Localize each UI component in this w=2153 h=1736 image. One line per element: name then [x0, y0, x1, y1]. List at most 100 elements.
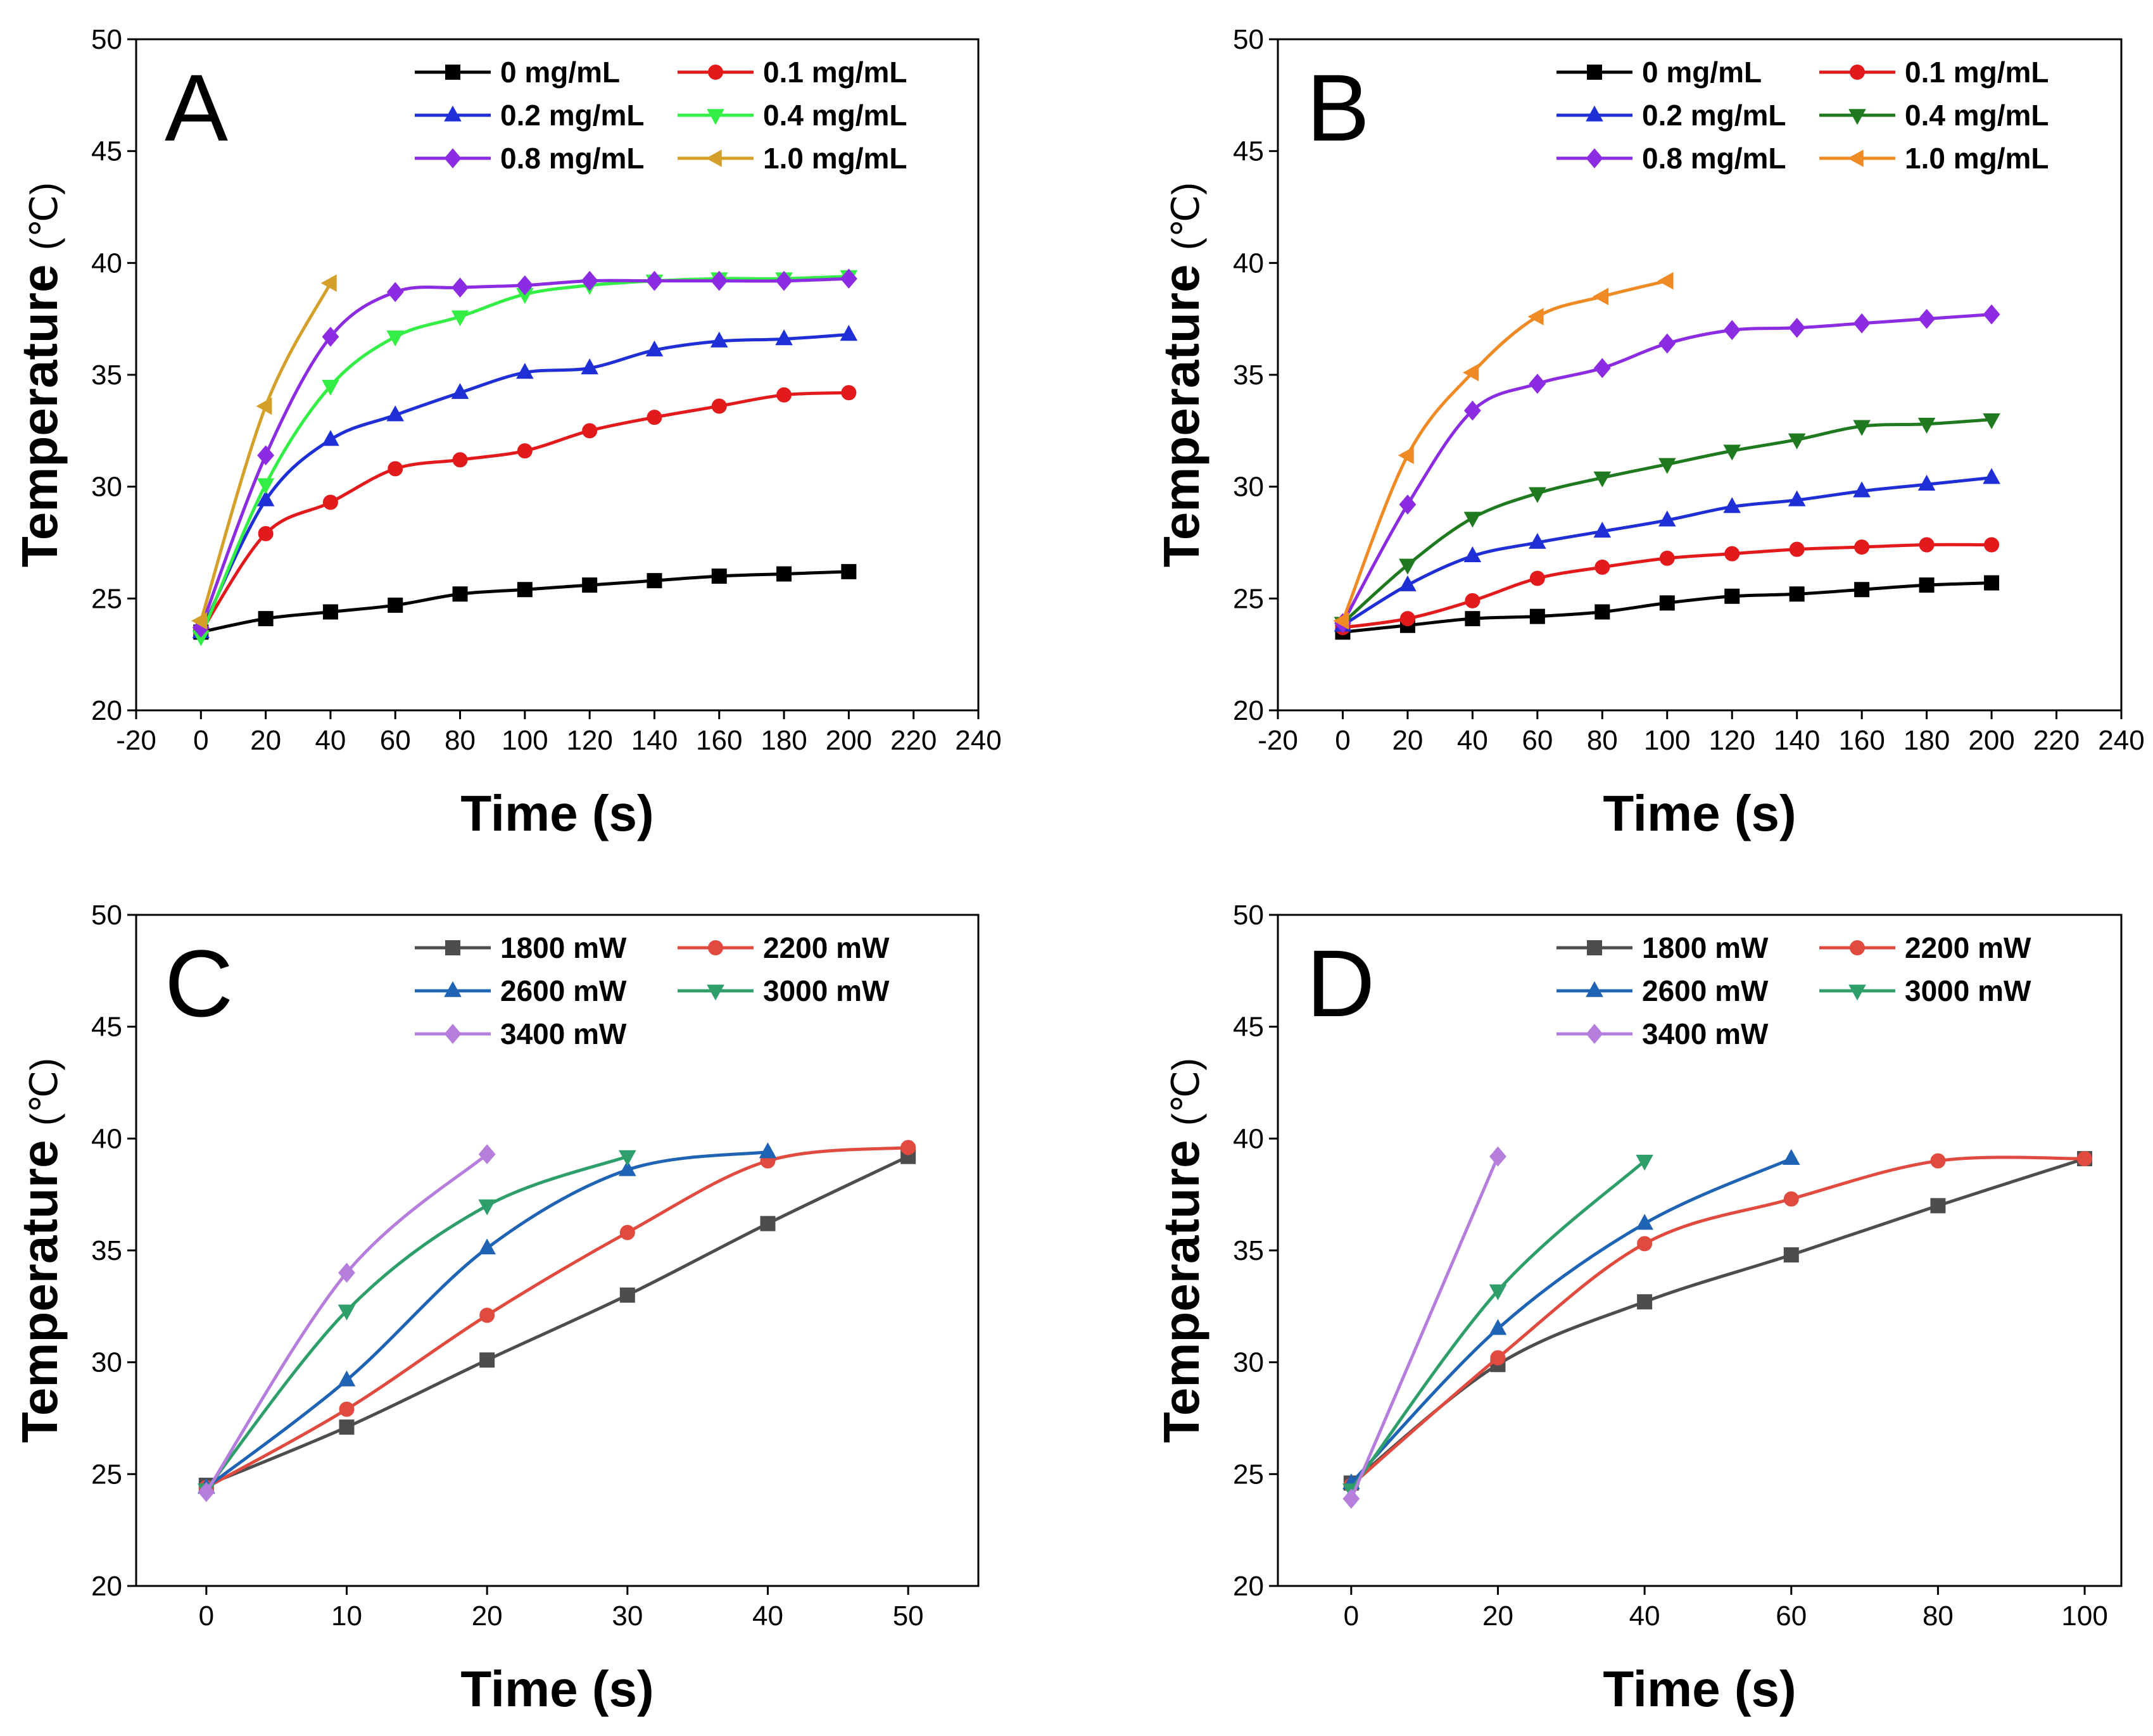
data-point [339, 1419, 355, 1435]
data-point [257, 445, 275, 466]
legend-label: 0.2 mg/mL [1642, 99, 1786, 132]
series-4 [1334, 304, 2000, 634]
series-line [205, 1153, 488, 1493]
legend-marker [444, 981, 462, 997]
data-point [1490, 1350, 1506, 1366]
series-line [1350, 1155, 2085, 1487]
y-tick-label: 35 [1233, 360, 1264, 391]
y-tick-label: 20 [1233, 1571, 1264, 1602]
data-point [1930, 1198, 1946, 1214]
data-point [1723, 320, 1741, 341]
x-tick-label: 180 [1904, 725, 1950, 756]
data-point [1788, 433, 1806, 450]
x-tick-label: 200 [826, 725, 872, 756]
series-0 [193, 563, 857, 640]
data-point [191, 612, 208, 630]
data-point [1463, 400, 1481, 421]
y-tick-label: 50 [91, 900, 122, 931]
data-point [1593, 287, 1609, 306]
legend-label: 2200 mW [1905, 931, 2031, 964]
data-point [1594, 559, 1610, 575]
data-point [1788, 490, 1806, 506]
legend-label: 3000 mW [763, 974, 890, 1007]
x-tick-label: 160 [696, 725, 742, 756]
x-axis-label: Time (s) [1603, 785, 1796, 841]
y-tick-label: 40 [91, 1123, 122, 1154]
data-point [1782, 1148, 1800, 1165]
series-line [200, 570, 849, 634]
data-point [386, 282, 404, 303]
data-point [900, 1140, 916, 1155]
legend-label: 2200 mW [763, 931, 890, 964]
legend-marker [1587, 940, 1602, 955]
y-tick-label: 25 [91, 583, 122, 614]
series-line [199, 282, 332, 622]
legend-marker [1848, 109, 1866, 125]
panel-label: B [1306, 54, 1370, 161]
series-line [205, 1145, 909, 1489]
data-point [517, 582, 533, 598]
legend-label: 2600 mW [500, 974, 627, 1007]
data-point [1399, 494, 1417, 515]
data-point [619, 1160, 636, 1176]
x-tick-label: 60 [1522, 725, 1553, 756]
data-point [1984, 537, 2000, 553]
data-point [517, 443, 533, 459]
data-point [1783, 1191, 1799, 1207]
series-1 [193, 385, 857, 640]
data-point [840, 325, 858, 341]
data-point [1917, 474, 1936, 491]
y-tick-label: 30 [1233, 472, 1264, 503]
y-axis-label: Temperature (℃) [1153, 1058, 1209, 1443]
legend-label: 3400 mW [1642, 1017, 1769, 1050]
x-tick-label: 240 [955, 725, 1001, 756]
series-4 [192, 268, 857, 638]
legend-label: 2600 mW [1642, 974, 1769, 1007]
data-point [582, 577, 598, 593]
data-point [1463, 546, 1482, 562]
legend-marker [705, 149, 722, 167]
y-tick-label: 45 [1233, 1012, 1264, 1043]
series-line [199, 332, 849, 633]
data-point [647, 410, 662, 425]
data-point [1724, 546, 1740, 562]
data-point [645, 340, 664, 356]
x-tick-label: 100 [502, 725, 548, 756]
x-tick-label: 40 [1629, 1601, 1660, 1632]
data-point [1489, 1146, 1506, 1167]
x-tick-label: 80 [1587, 725, 1618, 756]
data-point [479, 1352, 495, 1368]
panel-d: 20 25 30 35 40 45 50 0 20 40 60 80 100 Time (s) Temper… [1153, 900, 2123, 1717]
legend-marker [444, 105, 462, 122]
series-3 [1342, 1154, 1653, 1500]
panel-c: 20 25 30 35 40 45 50 0 10 20 30 40 50 Time (s) Tempera… [11, 900, 980, 1717]
data-point [775, 329, 793, 346]
data-point [322, 604, 338, 620]
data-point [841, 385, 857, 401]
x-tick-label: 140 [631, 725, 678, 756]
data-point [1918, 308, 1936, 329]
data-point [1342, 1488, 1360, 1509]
data-point [338, 1370, 356, 1387]
x-tick-label: 0 [1335, 725, 1350, 756]
legend: 0 mg/mL 0.1 mg/mL 0.2 mg/mL 0.4 mg/mL 0.8 mg… [1556, 56, 2049, 175]
y-tick-label: 45 [91, 136, 122, 167]
data-point [1636, 1214, 1653, 1230]
data-point [256, 478, 275, 494]
data-point [451, 310, 469, 327]
panel-label: D [1306, 930, 1375, 1036]
x-tick-label: 180 [761, 725, 807, 756]
legend-label: 1.0 mg/mL [763, 142, 907, 175]
x-tick-label: 0 [1344, 1601, 1359, 1632]
series-5 [1333, 272, 1674, 630]
panel-a: 20 25 30 35 40 45 50 -20 0 20 40 60 80 100 120 140 160 18… [11, 24, 1002, 841]
legend-label: 1.0 mg/mL [1905, 142, 2049, 175]
legend-marker [1586, 1024, 1603, 1044]
data-point [1854, 539, 1870, 555]
data-point [1658, 458, 1676, 474]
data-point [619, 1150, 636, 1166]
plot-frame [135, 38, 980, 712]
data-point [1983, 468, 2000, 484]
data-point [338, 1262, 355, 1283]
x-axis-label: Time (s) [460, 1661, 653, 1717]
